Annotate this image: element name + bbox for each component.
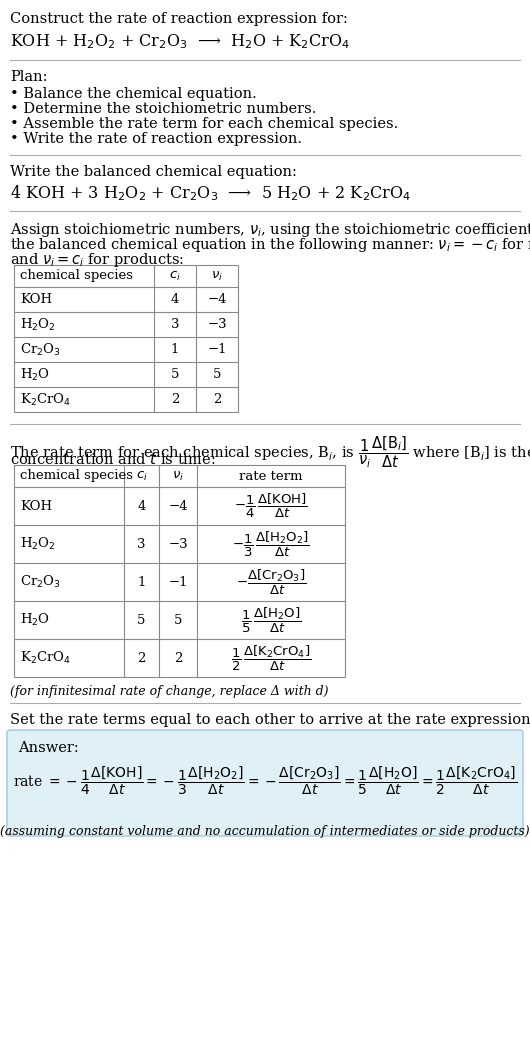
Text: $\nu_i$: $\nu_i$ [211, 270, 223, 282]
Text: H$_2$O$_2$: H$_2$O$_2$ [20, 536, 56, 552]
Text: 2: 2 [137, 652, 146, 664]
Text: −3: −3 [207, 318, 227, 331]
Text: −4: −4 [168, 500, 188, 513]
Text: The rate term for each chemical species, B$_i$, is $\dfrac{1}{\nu_i}\dfrac{\Delt: The rate term for each chemical species,… [10, 434, 530, 470]
Text: 4 KOH + 3 H$_2$O$_2$ + Cr$_2$O$_3$  ⟶  5 H$_2$O + 2 K$_2$CrO$_4$: 4 KOH + 3 H$_2$O$_2$ + Cr$_2$O$_3$ ⟶ 5 H… [10, 183, 411, 203]
Text: rate term: rate term [239, 470, 303, 482]
Text: and $\nu_i = c_i$ for products:: and $\nu_i = c_i$ for products: [10, 251, 184, 269]
Text: 5: 5 [137, 614, 146, 627]
Text: KOH + H$_2$O$_2$ + Cr$_2$O$_3$  ⟶  H$_2$O + K$_2$CrO$_4$: KOH + H$_2$O$_2$ + Cr$_2$O$_3$ ⟶ H$_2$O … [10, 32, 350, 50]
Text: Construct the rate of reaction expression for:: Construct the rate of reaction expressio… [10, 12, 348, 26]
Text: chemical species: chemical species [20, 470, 133, 482]
Text: H$_2$O: H$_2$O [20, 612, 50, 628]
Text: Plan:: Plan: [10, 70, 48, 84]
Text: 4: 4 [137, 500, 146, 513]
Text: −4: −4 [207, 293, 227, 306]
Text: • Write the rate of reaction expression.: • Write the rate of reaction expression. [10, 132, 302, 146]
Text: K$_2$CrO$_4$: K$_2$CrO$_4$ [20, 391, 71, 408]
Text: K$_2$CrO$_4$: K$_2$CrO$_4$ [20, 650, 71, 666]
Text: rate $= -\dfrac{1}{4}\dfrac{\Delta[\mathrm{KOH}]}{\Delta t} = -\dfrac{1}{3}\dfra: rate $= -\dfrac{1}{4}\dfrac{\Delta[\math… [13, 765, 517, 797]
Text: • Determine the stoichiometric numbers.: • Determine the stoichiometric numbers. [10, 103, 316, 116]
Text: $\nu_i$: $\nu_i$ [172, 470, 184, 482]
Text: • Assemble the rate term for each chemical species.: • Assemble the rate term for each chemic… [10, 117, 398, 131]
Text: $c_i$: $c_i$ [136, 470, 147, 482]
Text: • Balance the chemical equation.: • Balance the chemical equation. [10, 87, 257, 101]
Bar [14, 465, 345, 677]
Text: 4: 4 [171, 293, 179, 306]
Text: −1: −1 [207, 343, 227, 356]
Text: 2: 2 [171, 393, 179, 406]
Bar [14, 265, 238, 412]
Text: 2: 2 [174, 652, 182, 664]
Text: concentration and $t$ is time:: concentration and $t$ is time: [10, 451, 216, 467]
Text: $\dfrac{1}{5}\,\dfrac{\Delta[\mathrm{H_2O}]}{\Delta t}$: $\dfrac{1}{5}\,\dfrac{\Delta[\mathrm{H_2… [241, 606, 301, 635]
Text: chemical species: chemical species [20, 270, 133, 282]
Text: 3: 3 [137, 538, 146, 550]
Text: $-\dfrac{\Delta[\mathrm{Cr_2O_3}]}{\Delta t}$: $-\dfrac{\Delta[\mathrm{Cr_2O_3}]}{\Delt… [236, 567, 306, 596]
Text: $c_i$: $c_i$ [169, 270, 181, 282]
Text: (assuming constant volume and no accumulation of intermediates or side products): (assuming constant volume and no accumul… [0, 825, 530, 838]
Text: Assign stoichiometric numbers, $\nu_i$, using the stoichiometric coefficients, $: Assign stoichiometric numbers, $\nu_i$, … [10, 221, 530, 238]
Text: Answer:: Answer: [18, 741, 79, 755]
Text: the balanced chemical equation in the following manner: $\nu_i = -c_i$ for react: the balanced chemical equation in the fo… [10, 236, 530, 254]
Text: $-\dfrac{1}{4}\,\dfrac{\Delta[\mathrm{KOH}]}{\Delta t}$: $-\dfrac{1}{4}\,\dfrac{\Delta[\mathrm{KO… [234, 492, 308, 520]
Text: 5: 5 [213, 368, 221, 381]
Text: 1: 1 [171, 343, 179, 356]
Text: −3: −3 [168, 538, 188, 550]
Text: $\dfrac{1}{2}\,\dfrac{\Delta[\mathrm{K_2CrO_4}]}{\Delta t}$: $\dfrac{1}{2}\,\dfrac{\Delta[\mathrm{K_2… [231, 643, 311, 673]
Text: (for infinitesimal rate of change, replace Δ with d): (for infinitesimal rate of change, repla… [10, 685, 329, 698]
Text: 5: 5 [174, 614, 182, 627]
Text: Set the rate terms equal to each other to arrive at the rate expression:: Set the rate terms equal to each other t… [10, 713, 530, 727]
Text: $-\dfrac{1}{3}\,\dfrac{\Delta[\mathrm{H_2O_2}]}{\Delta t}$: $-\dfrac{1}{3}\,\dfrac{\Delta[\mathrm{H_… [232, 529, 310, 559]
Text: Cr$_2$O$_3$: Cr$_2$O$_3$ [20, 574, 61, 590]
Text: −1: −1 [168, 575, 188, 589]
Text: Write the balanced chemical equation:: Write the balanced chemical equation: [10, 165, 297, 179]
Text: 3: 3 [171, 318, 179, 331]
Text: KOH: KOH [20, 293, 52, 306]
Text: 1: 1 [137, 575, 146, 589]
Text: 2: 2 [213, 393, 221, 406]
Text: KOH: KOH [20, 500, 52, 513]
Text: H$_2$O$_2$: H$_2$O$_2$ [20, 317, 56, 333]
Text: H$_2$O: H$_2$O [20, 366, 50, 383]
FancyBboxPatch shape [7, 730, 523, 836]
Text: Cr$_2$O$_3$: Cr$_2$O$_3$ [20, 341, 61, 358]
Text: 5: 5 [171, 368, 179, 381]
